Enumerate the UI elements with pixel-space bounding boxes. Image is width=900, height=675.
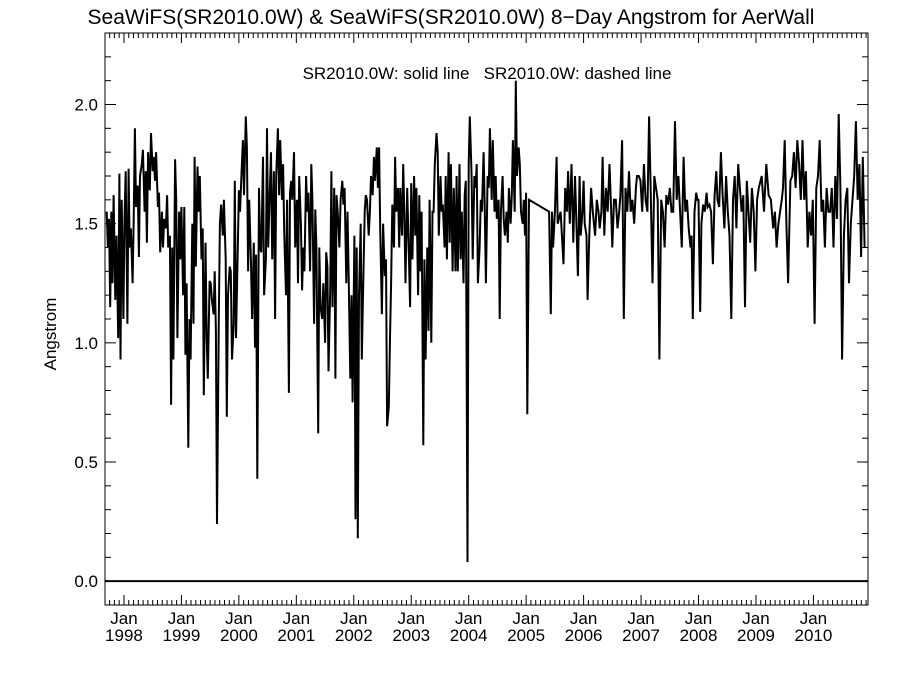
x-tick-label-year: 1998 <box>105 626 143 645</box>
x-tick-label-year: 2005 <box>507 626 545 645</box>
series-line-solid <box>105 80 866 563</box>
x-tick-label-month: Jan <box>110 609 137 628</box>
x-tick-label-year: 2001 <box>277 626 315 645</box>
x-tick-label-year: 2008 <box>680 626 718 645</box>
x-tick-label-month: Jan <box>283 609 310 628</box>
chart-title: SeaWiFS(SR2010.0W) & SeaWiFS(SR2010.0W) … <box>88 6 815 29</box>
plot-area: 0.00.51.01.52.0Jan1998Jan1999Jan2000Jan2… <box>74 32 869 645</box>
x-tick-label-month: Jan <box>398 609 425 628</box>
x-tick-label-month: Jan <box>570 609 597 628</box>
x-tick-label-year: 1999 <box>163 626 201 645</box>
x-tick-label-month: Jan <box>800 609 827 628</box>
y-tick-label: 1.0 <box>74 334 98 353</box>
x-tick-label-year: 2003 <box>392 626 430 645</box>
x-tick-label-month: Jan <box>340 609 367 628</box>
y-tick-label: 0.5 <box>74 453 98 472</box>
x-tick-label-month: Jan <box>168 609 195 628</box>
line-style-annotation: SR2010.0W: solid line SR2010.0W: dashed … <box>303 64 672 83</box>
x-tick-label-year: 2002 <box>335 626 373 645</box>
x-tick-label-year: 2009 <box>737 626 775 645</box>
x-tick-label-month: Jan <box>455 609 482 628</box>
x-tick-label-month: Jan <box>742 609 769 628</box>
y-tick-label: 1.5 <box>74 215 98 234</box>
y-axis-label: Angstrom <box>41 298 60 371</box>
x-tick-label-month: Jan <box>225 609 252 628</box>
x-tick-label-year: 2000 <box>220 626 258 645</box>
x-tick-label-year: 2007 <box>622 626 660 645</box>
y-tick-label: 2.0 <box>74 96 98 115</box>
x-tick-label-month: Jan <box>512 609 539 628</box>
x-tick-label-year: 2010 <box>795 626 833 645</box>
x-tick-label-year: 2004 <box>450 626 488 645</box>
x-tick-label-month: Jan <box>627 609 654 628</box>
x-tick-label-year: 2006 <box>565 626 603 645</box>
y-tick-label: 0.0 <box>74 572 98 591</box>
x-tick-label-month: Jan <box>685 609 712 628</box>
